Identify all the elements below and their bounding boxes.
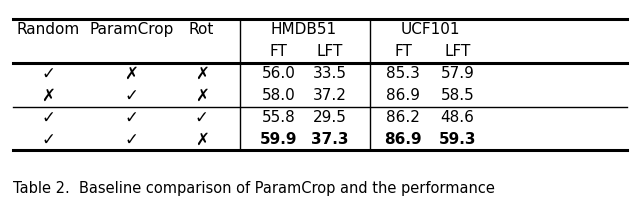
Text: 85.3: 85.3 bbox=[387, 66, 420, 81]
Text: 86.9: 86.9 bbox=[386, 88, 420, 103]
Text: Rot: Rot bbox=[189, 22, 214, 37]
Text: 33.5: 33.5 bbox=[312, 66, 347, 81]
Text: ✓: ✓ bbox=[124, 108, 138, 127]
Text: ✓: ✓ bbox=[41, 65, 55, 83]
Text: 37.3: 37.3 bbox=[311, 132, 348, 147]
Text: 29.5: 29.5 bbox=[313, 110, 346, 125]
Text: FT: FT bbox=[394, 44, 412, 59]
Text: ParamCrop: ParamCrop bbox=[89, 22, 173, 37]
Text: 55.8: 55.8 bbox=[262, 110, 295, 125]
Text: ✓: ✓ bbox=[124, 130, 138, 149]
Text: 59.3: 59.3 bbox=[439, 132, 476, 147]
Text: 57.9: 57.9 bbox=[441, 66, 474, 81]
Text: Random: Random bbox=[17, 22, 79, 37]
Text: ✓: ✓ bbox=[41, 108, 55, 127]
Text: Table 2.  Baseline comparison of ParamCrop and the performance: Table 2. Baseline comparison of ParamCro… bbox=[13, 181, 495, 196]
Text: 58.0: 58.0 bbox=[262, 88, 295, 103]
Text: LFT: LFT bbox=[444, 44, 471, 59]
Text: 58.5: 58.5 bbox=[441, 88, 474, 103]
Text: 56.0: 56.0 bbox=[262, 66, 295, 81]
Text: 48.6: 48.6 bbox=[441, 110, 474, 125]
Text: ✗: ✗ bbox=[195, 87, 209, 105]
Text: ✗: ✗ bbox=[195, 130, 209, 149]
Text: 86.2: 86.2 bbox=[387, 110, 420, 125]
Text: FT: FT bbox=[269, 44, 287, 59]
Text: UCF101: UCF101 bbox=[401, 22, 460, 37]
Text: ✓: ✓ bbox=[124, 87, 138, 105]
Text: 86.9: 86.9 bbox=[385, 132, 422, 147]
Text: 37.2: 37.2 bbox=[313, 88, 346, 103]
Text: ✗: ✗ bbox=[124, 65, 138, 83]
Text: HMDB51: HMDB51 bbox=[271, 22, 337, 37]
Text: ✓: ✓ bbox=[195, 108, 209, 127]
Text: LFT: LFT bbox=[316, 44, 343, 59]
Text: ✓: ✓ bbox=[41, 130, 55, 149]
Text: ✗: ✗ bbox=[41, 87, 55, 105]
Text: ✗: ✗ bbox=[195, 65, 209, 83]
Text: 59.9: 59.9 bbox=[260, 132, 297, 147]
